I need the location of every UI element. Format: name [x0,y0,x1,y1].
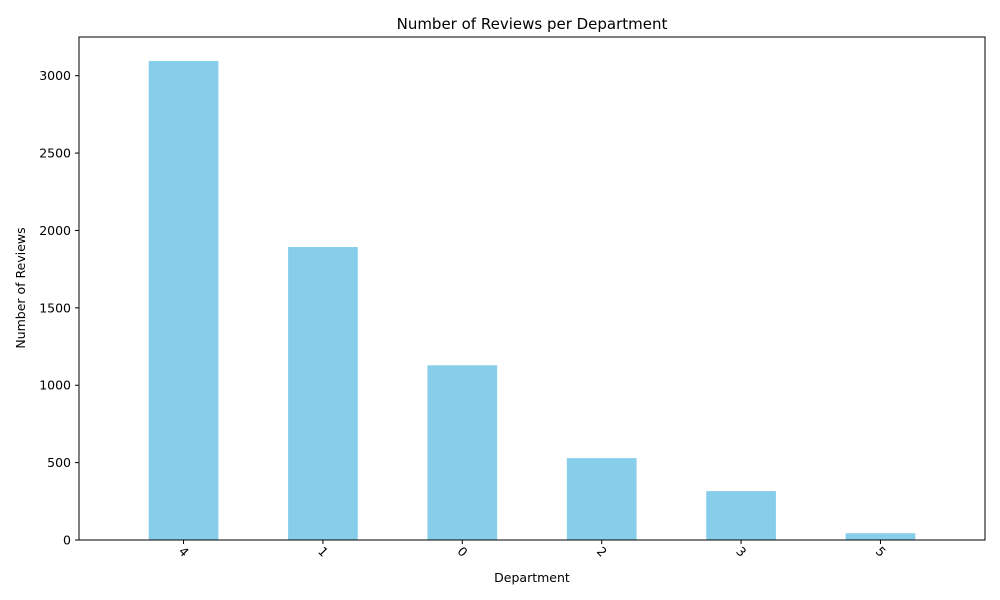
bar-4 [148,60,219,541]
y-tick-label: 500 [47,455,71,470]
x-tick-label: 1 [315,544,331,560]
x-tick-label: 3 [733,544,749,560]
bar-1 [288,247,358,540]
x-tick-label: 0 [455,544,471,560]
y-tick-label: 3000 [39,68,71,83]
x-tick-label: 2 [594,544,610,560]
chart-title: Number of Reviews per Department [397,15,668,33]
x-tick-label: 4 [176,544,192,560]
bar-5 [845,533,916,540]
y-tick-label: 1000 [39,378,71,393]
x-tick-label: 5 [873,544,889,560]
y-tick-label: 0 [63,533,71,548]
bars-group [148,60,916,541]
bar-3 [706,491,776,540]
x-axis-ticks: 4 1 0 2 3 5 [176,540,889,560]
y-tick-label: 2000 [39,223,71,238]
bar-2 [566,458,637,540]
x-axis-label: Department [494,570,570,585]
y-axis-ticks: 0 500 1000 1500 2000 2500 3000 [39,68,79,548]
y-tick-label: 1500 [39,300,71,315]
y-axis-label: Number of Reviews [13,227,28,348]
bar-0 [427,365,498,540]
y-tick-label: 2500 [39,146,71,161]
plot-frame [78,36,986,541]
